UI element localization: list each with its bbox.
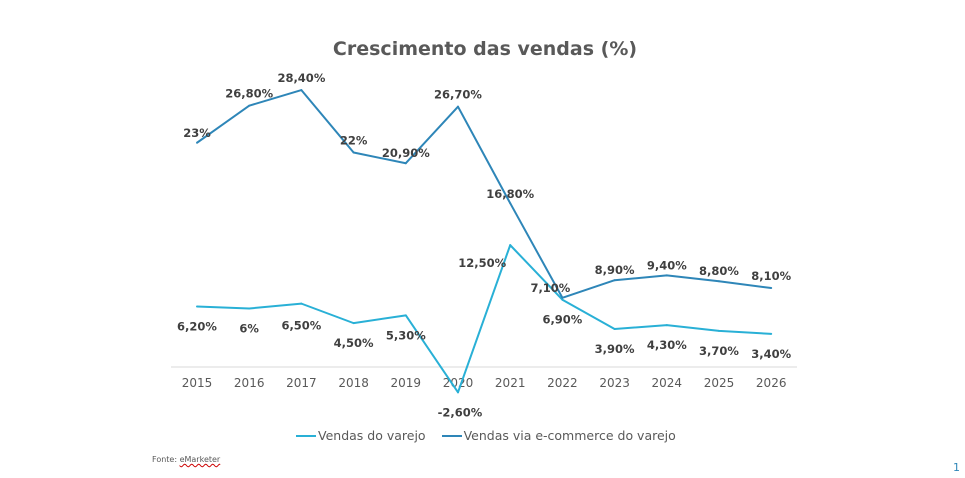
x-tick-label: 2017	[286, 376, 317, 390]
chart-title: Crescimento das vendas (%)	[332, 38, 638, 60]
data-label: 4,30%	[647, 338, 687, 352]
data-label: 23%	[183, 126, 211, 140]
data-label: 3,40%	[751, 347, 791, 361]
x-tick-label: 2026	[756, 376, 787, 390]
data-label: 20,90%	[382, 146, 430, 160]
x-tick-label: 2021	[495, 376, 526, 390]
data-point	[561, 296, 564, 299]
x-tick-label: 2015	[182, 376, 213, 390]
data-label: 26,80%	[225, 87, 273, 101]
data-label: 4,50%	[334, 336, 374, 350]
legend-item-ecommerce: Vendas via e-commerce do varejo	[441, 428, 676, 443]
data-point	[665, 324, 668, 327]
legend-label-ecommerce: Vendas via e-commerce do varejo	[463, 428, 676, 443]
x-tick-label: 2016	[234, 376, 265, 390]
data-point	[770, 332, 773, 335]
x-tick-label: 2023	[599, 376, 630, 390]
data-label: 16,80%	[486, 187, 534, 201]
x-tick-label: 2024	[652, 376, 683, 390]
data-label: 28,40%	[277, 71, 325, 85]
data-label: 5,30%	[386, 328, 426, 342]
legend: Vendas do varejo Vendas via e-commerce d…	[296, 428, 676, 443]
data-label: 8,10%	[751, 269, 791, 283]
data-point	[509, 244, 512, 247]
data-point	[352, 322, 355, 325]
data-label: 6,50%	[281, 319, 321, 333]
source-note: Fonte: eMarketer	[152, 455, 220, 464]
data-label: 6,90%	[542, 313, 582, 327]
data-label: 8,80%	[699, 264, 739, 278]
data-label: 6,20%	[177, 320, 217, 334]
x-tick-label: 2025	[704, 376, 735, 390]
data-label: 12,50%	[458, 256, 506, 270]
data-point	[561, 298, 564, 301]
data-point	[718, 280, 720, 283]
data-point	[352, 151, 355, 154]
series-line-ecommerce	[196, 89, 772, 299]
data-point	[404, 162, 407, 165]
series-line-varejo	[196, 244, 772, 394]
data-label: 26,70%	[434, 88, 482, 102]
data-label: 6%	[239, 322, 259, 336]
data-label: 3,90%	[595, 342, 635, 356]
data-point	[509, 202, 512, 205]
data-label: 9,40%	[647, 258, 687, 272]
data-label: -2,60%	[438, 405, 483, 419]
source-name: eMarketer	[179, 455, 221, 464]
x-tick-label: 2018	[338, 376, 369, 390]
data-point	[457, 105, 459, 108]
data-point	[300, 302, 303, 305]
data-point	[718, 329, 720, 332]
data-point	[613, 327, 616, 330]
data-point	[613, 279, 616, 282]
data-point	[196, 305, 198, 308]
data-label: 22%	[340, 134, 368, 148]
data-point	[248, 307, 251, 310]
data-point	[300, 89, 303, 92]
data-label: 3,70%	[699, 344, 739, 358]
source-prefix: Fonte:	[152, 455, 180, 464]
page-number: 1	[953, 461, 960, 474]
legend-item-varejo: Vendas do varejo	[296, 428, 426, 443]
data-point	[665, 274, 668, 277]
x-tick-label: 2022	[547, 376, 578, 390]
data-point	[404, 314, 407, 317]
data-point	[457, 391, 459, 394]
data-label: 8,90%	[595, 263, 635, 277]
legend-swatch-ecommerce	[441, 434, 462, 437]
data-point	[770, 287, 773, 290]
data-point	[248, 104, 251, 107]
data-point	[196, 141, 198, 144]
x-tick-label: 2019	[391, 376, 422, 390]
legend-label-varejo: Vendas do varejo	[318, 428, 426, 443]
legend-swatch-varejo	[296, 434, 316, 437]
data-label: 7,10%	[530, 281, 570, 295]
